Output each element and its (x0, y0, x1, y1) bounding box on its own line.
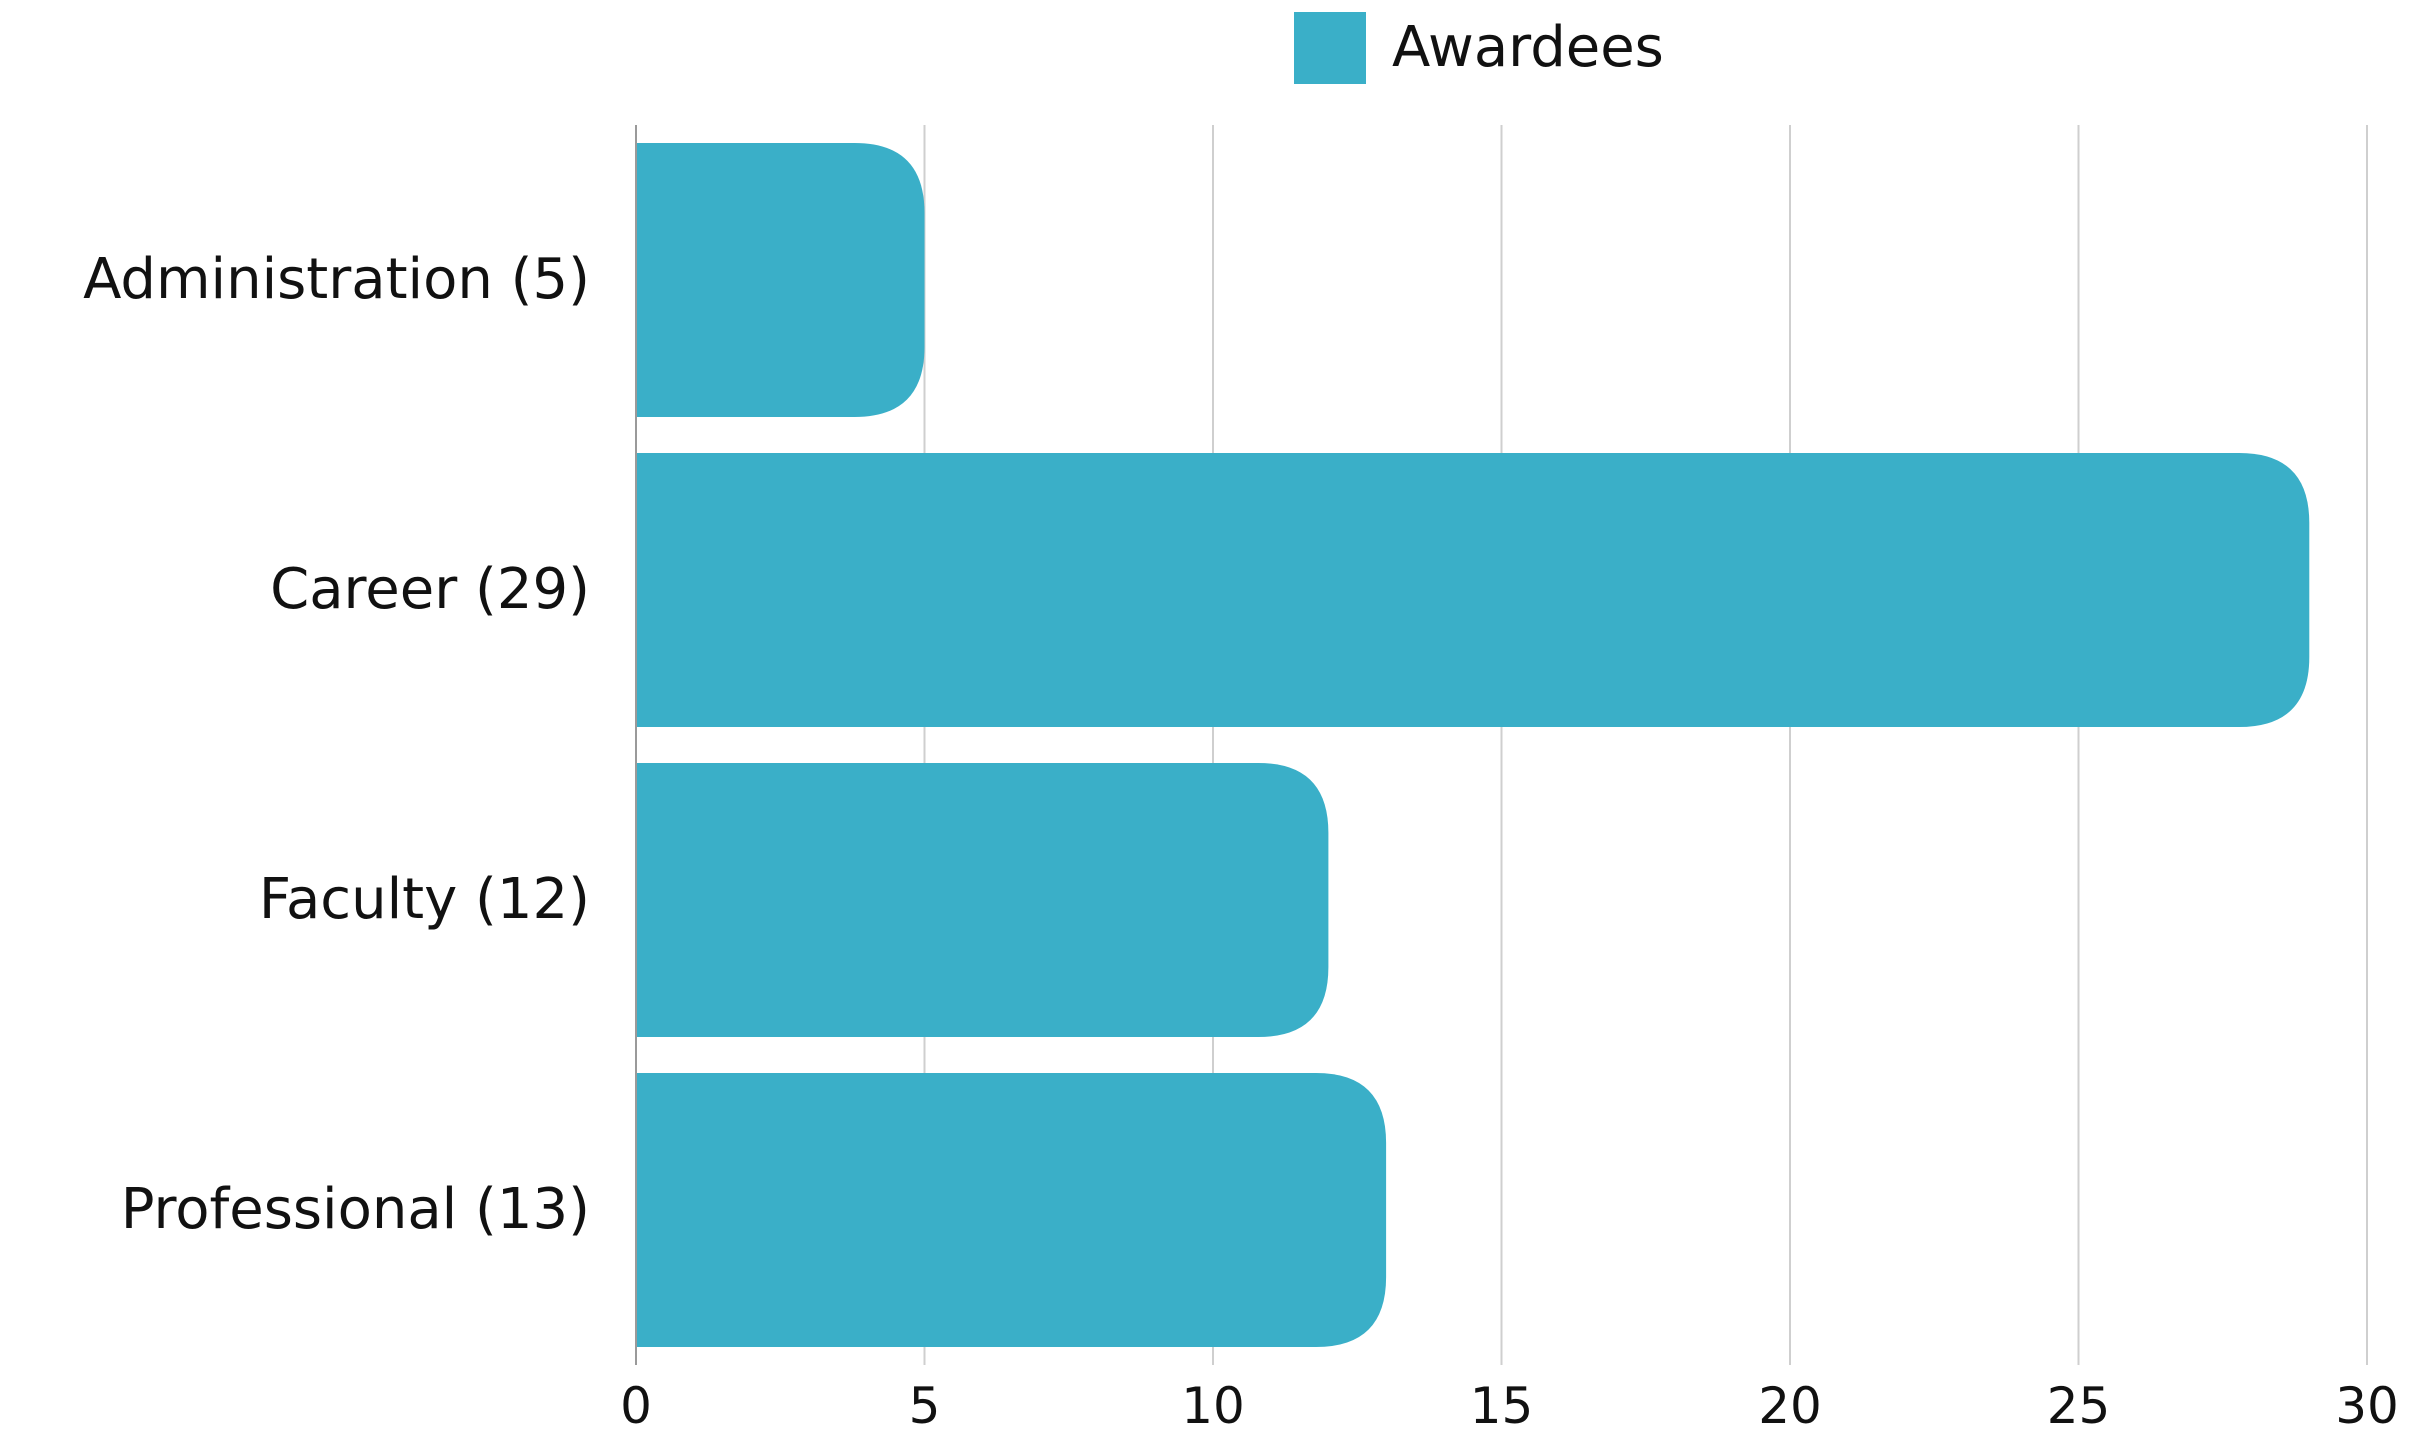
x-tick-label: 10 (1181, 1377, 1245, 1435)
bar (636, 763, 1329, 1037)
x-tick-label: 0 (620, 1377, 652, 1435)
bars (636, 143, 2310, 1347)
bar (636, 453, 2310, 727)
bar (636, 1073, 1387, 1347)
category-labels: Administration (5) Career (29) Faculty (12… (83, 247, 590, 1242)
x-tick-label: 20 (1758, 1377, 1822, 1435)
x-tick-labels: 0 5 10 15 20 25 30 (620, 1377, 2399, 1435)
bar (636, 143, 925, 417)
x-tick-label: 15 (1470, 1377, 1534, 1435)
category-label: Career (29) (270, 557, 590, 622)
legend-label: Awardees (1392, 15, 1664, 80)
category-label: Professional (13) (121, 1177, 590, 1242)
x-tick-label: 25 (2047, 1377, 2111, 1435)
x-tick-label: 30 (2335, 1377, 2399, 1435)
x-tick-label: 5 (909, 1377, 941, 1435)
category-label: Administration (5) (83, 247, 590, 312)
legend: Awardees (1294, 12, 1664, 84)
legend-swatch (1294, 12, 1366, 84)
category-label: Faculty (12) (259, 867, 590, 932)
